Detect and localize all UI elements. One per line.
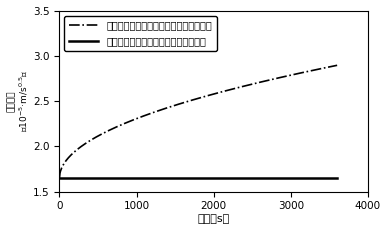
考虑酸液滤天然裂缝的降压综合滲失系数	[222, 90, 227, 92]
不考虑酸液滤天然裂缝的综合滲失系数	[285, 177, 289, 179]
不考虑酸液滤天然裂缝的综合滲失系数	[189, 177, 194, 179]
考虑酸液滤天然裂缝的降压综合滲失系数	[189, 99, 194, 102]
不考虑酸液滤天然裂缝的综合滲失系数	[222, 177, 227, 179]
Line: 考虑酸液滤天然裂缝的降压综合滲失系数: 考虑酸液滤天然裂缝的降压综合滲失系数	[59, 65, 337, 178]
考虑酸液滤天然裂缝的降压综合滲失系数	[207, 94, 212, 97]
考虑酸液滤天然裂缝的降压综合滲失系数	[191, 98, 195, 101]
Legend: 考虑酸液滤天然裂缝的降压综合滲失系数, 不考虑酸液滤天然裂缝的综合滲失系数: 考虑酸液滤天然裂缝的降压综合滲失系数, 不考虑酸液滤天然裂缝的综合滲失系数	[64, 16, 217, 51]
不考虑酸液滤天然裂缝的综合滲失系数	[328, 177, 333, 179]
Y-axis label: 滲失系数
（10$^{-5}$·m/s$^{0.5}$）: 滲失系数 （10$^{-5}$·m/s$^{0.5}$）	[7, 70, 30, 132]
不考虑酸液滤天然裂缝的综合滲失系数	[335, 177, 340, 179]
考虑酸液滤天然裂缝的降压综合滲失系数	[285, 75, 289, 77]
考虑酸液滤天然裂缝的降压综合滲失系数	[57, 177, 62, 179]
不考虑酸液滤天然裂缝的综合滲失系数	[191, 177, 195, 179]
不考虑酸液滤天然裂缝的综合滲失系数	[57, 177, 62, 179]
考虑酸液滤天然裂缝的降压综合滲失系数	[335, 64, 340, 67]
考虑酸液滤天然裂缝的降压综合滲失系数	[328, 65, 333, 68]
X-axis label: 时间（s）: 时间（s）	[197, 214, 230, 224]
不考虑酸液滤天然裂缝的综合滲失系数	[207, 177, 212, 179]
